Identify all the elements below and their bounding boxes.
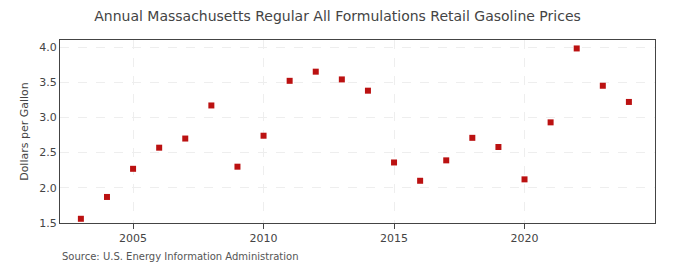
svg-text:2005: 2005	[119, 232, 147, 245]
svg-text:3.0: 3.0	[39, 111, 57, 124]
svg-text:2.5: 2.5	[39, 146, 57, 159]
svg-text:Dollars per Gallon: Dollars per Gallon	[18, 82, 31, 181]
svg-text:2.0: 2.0	[39, 182, 57, 195]
svg-text:2010: 2010	[250, 232, 278, 245]
svg-text:3.5: 3.5	[39, 76, 57, 89]
svg-text:Source: U.S. Energy Informatio: Source: U.S. Energy Information Administ…	[62, 251, 299, 262]
svg-text:1.5: 1.5	[39, 217, 57, 230]
svg-text:4.0: 4.0	[39, 41, 57, 54]
svg-text:2020: 2020	[511, 232, 539, 245]
svg-text:2015: 2015	[380, 232, 408, 245]
svg-text:Annual Massachusetts Regular A: Annual Massachusetts Regular All Formula…	[94, 8, 581, 24]
